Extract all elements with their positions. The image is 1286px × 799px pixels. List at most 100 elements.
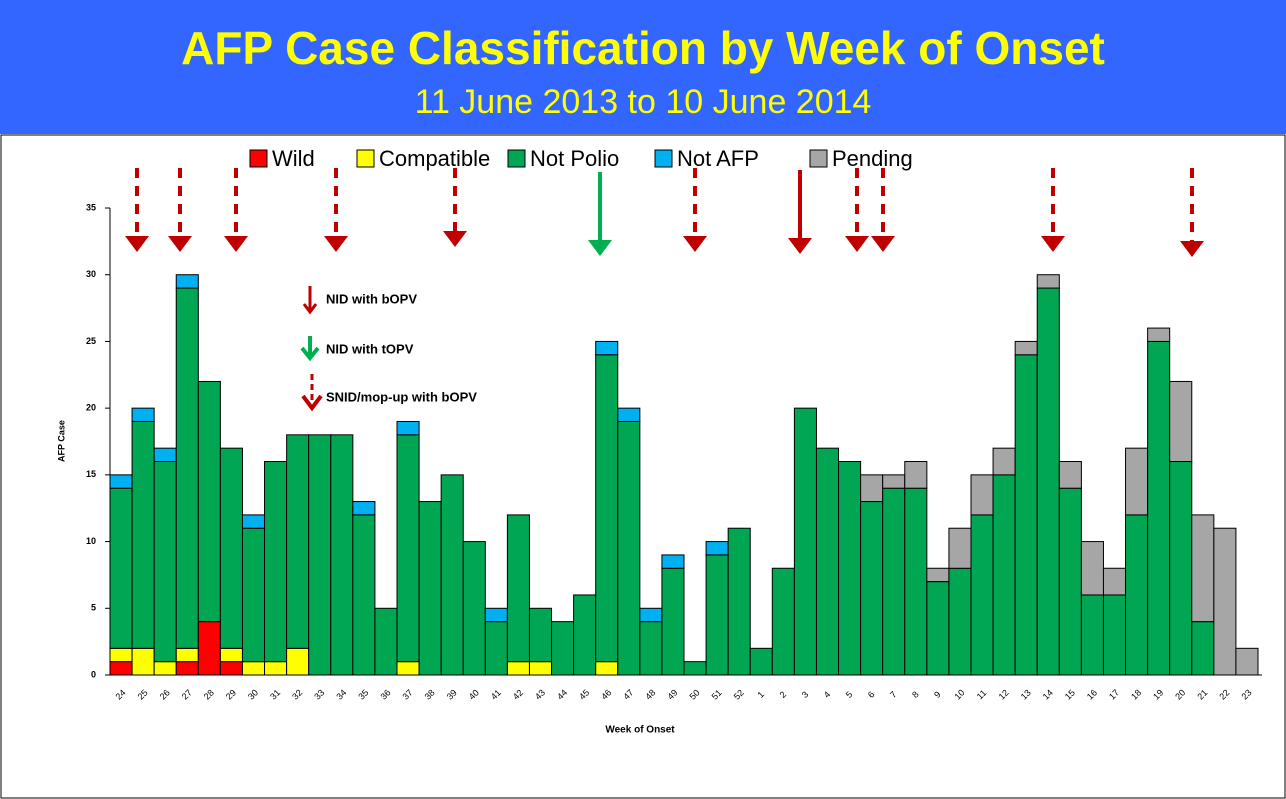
bar-segment — [1169, 461, 1193, 676]
annotation: NID with tOPV — [326, 341, 414, 356]
bar-segment — [573, 594, 597, 676]
bar-segment — [838, 461, 862, 676]
bar-segment — [595, 354, 619, 663]
legend-swatch — [356, 149, 375, 168]
bar-segment — [749, 647, 773, 676]
bar-segment — [153, 461, 177, 663]
bar-segment — [131, 420, 155, 649]
bar-segment — [286, 647, 310, 676]
bar-segment — [219, 447, 243, 649]
bar-segment — [904, 461, 928, 489]
x-tick-label: 1 — [756, 689, 767, 700]
bar-segment — [683, 661, 707, 676]
bar-segment — [1102, 594, 1127, 676]
bar-segment — [1213, 527, 1237, 676]
bar-segment — [727, 527, 751, 676]
x-tick-label: 3 — [800, 689, 811, 700]
x-tick-label: 5 — [844, 689, 855, 700]
bar-segment — [926, 581, 950, 676]
bar-segment — [308, 434, 332, 676]
y-tick-label: 30 — [86, 269, 96, 279]
bar-segment — [484, 621, 508, 676]
bar-segment — [1147, 327, 1171, 342]
bar-segment — [1191, 514, 1215, 623]
bar-segment — [528, 607, 553, 663]
bar-segment — [617, 420, 641, 676]
x-tick-label: 8 — [910, 689, 921, 700]
bar-segment — [1147, 340, 1171, 676]
legend-label: Wild — [272, 146, 315, 171]
bar-segment — [970, 514, 994, 676]
bar-segment — [948, 527, 972, 569]
x-axis-label: Week of Onset — [605, 725, 675, 736]
bar-segment — [131, 647, 155, 676]
bar-segment — [175, 647, 199, 663]
bar-segment — [860, 501, 884, 676]
header-band — [0, 0, 1286, 134]
bar-segment — [1058, 461, 1082, 489]
bar-segment — [661, 567, 685, 676]
bar-segment — [484, 607, 508, 623]
bar-segment — [1235, 647, 1259, 676]
campaign-arrowheads — [125, 231, 1204, 257]
bar-segment — [528, 661, 553, 676]
bar-segment — [396, 661, 420, 676]
bar-segment — [396, 434, 420, 663]
bar-segment — [264, 461, 288, 663]
bar-segment — [197, 380, 221, 623]
bar-segment — [219, 661, 243, 676]
bar-segment — [241, 527, 266, 663]
bar-segment — [440, 474, 464, 676]
bar-segment — [551, 621, 575, 676]
bar-segment — [970, 474, 994, 516]
bar-segment — [175, 274, 199, 289]
y-tick-label: 20 — [86, 403, 96, 413]
bar-segment — [396, 420, 420, 436]
x-tick-label: 4 — [822, 689, 833, 700]
campaign-arrows — [135, 168, 1194, 245]
bar-segment — [705, 554, 729, 676]
bar-segment — [286, 434, 310, 649]
legend-swatch — [809, 149, 828, 168]
bar-segment — [131, 407, 155, 422]
x-tick-label: 9 — [932, 689, 943, 700]
bar-segment — [462, 541, 486, 676]
y-tick-label: 35 — [86, 202, 96, 212]
annotation: NID with bOPV — [326, 291, 417, 306]
bar-segment — [1169, 380, 1193, 463]
bar-segment — [617, 407, 641, 422]
bar-segment — [1191, 621, 1215, 676]
bar-segment — [1014, 354, 1038, 676]
bar-segment — [1125, 514, 1149, 676]
bar-segment — [374, 607, 398, 676]
x-tick-label: 7 — [888, 689, 899, 700]
legend-label: Pending — [832, 146, 913, 171]
chart-title: AFP Case Classification by Week of Onset — [181, 22, 1105, 74]
bar-segment — [793, 407, 817, 676]
bar-segment — [352, 514, 376, 676]
bar-segment — [175, 287, 199, 649]
y-tick-label: 0 — [91, 669, 96, 679]
bar-segment — [241, 661, 266, 676]
bar-segment — [153, 661, 177, 676]
annotation: SNID/mop-up with bOPV — [326, 389, 477, 404]
bar-segment — [882, 474, 906, 489]
bar-segment — [904, 487, 928, 676]
y-tick-label: 25 — [86, 336, 96, 346]
y-tick-label: 15 — [86, 469, 96, 479]
bar-segment — [1014, 340, 1038, 356]
x-tick-label: 2 — [778, 689, 789, 700]
y-tick-label: 10 — [86, 536, 96, 546]
legend-swatch — [654, 149, 673, 168]
bar-segment — [639, 607, 663, 623]
bar-segment — [197, 621, 221, 676]
bar-segment — [109, 487, 133, 649]
bar-segment — [109, 647, 133, 663]
bar-segment — [264, 661, 288, 676]
bar-segment — [595, 340, 619, 356]
bar-segment — [926, 567, 950, 583]
x-tick-label: 6 — [866, 689, 877, 700]
bar-segment — [1102, 567, 1127, 596]
